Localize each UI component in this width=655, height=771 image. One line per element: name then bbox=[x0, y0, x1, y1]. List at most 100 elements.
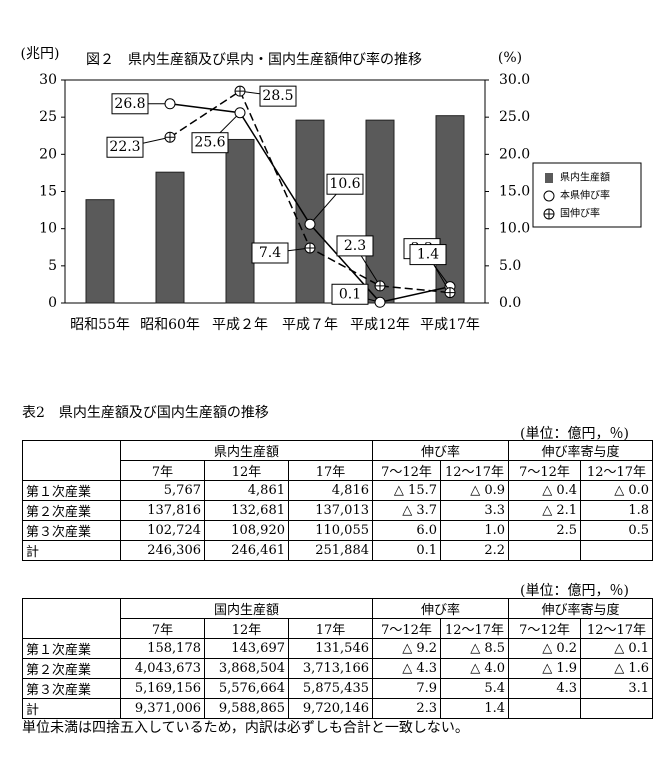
value-cell: 246,461 bbox=[204, 540, 289, 561]
bar bbox=[225, 138, 255, 304]
bar bbox=[295, 119, 325, 304]
legend-label: 本県伸び率 bbox=[560, 189, 610, 202]
x-tick-label: 平成７年 bbox=[282, 317, 338, 333]
data-label: 1.4 bbox=[417, 247, 439, 263]
value-cell bbox=[508, 540, 581, 561]
label-box bbox=[106, 136, 144, 158]
value-cell: 0.1 bbox=[372, 540, 441, 561]
legend-label: 国伸び率 bbox=[560, 207, 600, 220]
value-cell: 9,588,865 bbox=[204, 698, 289, 719]
group-header: 伸び率 bbox=[372, 598, 509, 619]
data-label: 7.4 bbox=[259, 245, 281, 261]
data-row: 第１次産業 158,178 143,697 131,546 △ 9.2 △ 8.5 △ 0.… bbox=[22, 638, 653, 659]
value-cell: 5,767 bbox=[120, 480, 205, 501]
data-row: 計 9,371,006 9,588,865 9,720,146 2.3 1.4 bbox=[22, 698, 653, 719]
value-cell: 143,697 bbox=[204, 638, 289, 659]
value-cell: 137,013 bbox=[288, 500, 373, 521]
column-header: 12～17年 bbox=[440, 618, 509, 639]
value-cell: 131,546 bbox=[288, 638, 373, 659]
label-box bbox=[336, 235, 374, 257]
value-cell: △ 9.2 bbox=[372, 638, 441, 659]
data-row: 計 246,306 246,461 251,884 0.1 2.2 bbox=[22, 540, 653, 561]
value-cell: △ 0.2 bbox=[508, 638, 581, 659]
row-label: 計 bbox=[22, 698, 121, 719]
subheader-row: 7年 12年 17年 7～12年 12～17年 7～12年 12～17年 bbox=[23, 618, 653, 639]
marker-cross bbox=[375, 280, 385, 291]
y-tick-label: 25 bbox=[39, 109, 57, 125]
chart-title: 図２ 県内生産額及び県内・国内生産額伸び率の推移 bbox=[86, 51, 422, 68]
column-header: 12～17年 bbox=[580, 460, 653, 481]
value-cell: 110,055 bbox=[288, 520, 373, 541]
data-table: 県内生産額 伸び率 伸び率寄与度 7年 12年 17年 7～12年 12～17年 7～12年 12… bbox=[22, 440, 653, 561]
value-cell: 2.2 bbox=[440, 540, 509, 561]
column-header: 7年 bbox=[120, 618, 205, 639]
column-header: 17年 bbox=[288, 618, 373, 639]
marker-cross bbox=[305, 242, 315, 253]
label-box bbox=[191, 132, 229, 154]
y-tick-label: 0 bbox=[48, 295, 57, 311]
value-cell: △ 15.7 bbox=[372, 480, 441, 501]
bar bbox=[155, 171, 185, 304]
data-table: 国内生産額 伸び率 伸び率寄与度 7年 12年 17年 7～12年 12～17年 7～12年 12… bbox=[22, 598, 653, 719]
table-unit: (単位：億円，％) bbox=[520, 583, 629, 599]
subheader-row: 7年 12年 17年 7～12年 12～17年 7～12年 12～17年 bbox=[23, 460, 653, 481]
label-box bbox=[409, 244, 447, 266]
value-cell: 1.4 bbox=[440, 698, 509, 719]
bar bbox=[365, 119, 395, 304]
value-cell: 1.8 bbox=[580, 500, 653, 521]
y-axis-label: (兆円) bbox=[21, 46, 60, 62]
column-header: 12年 bbox=[204, 618, 289, 639]
value-cell: 9,720,146 bbox=[288, 698, 373, 719]
x-tick-label: 平成２年 bbox=[212, 317, 268, 333]
column-header: 12～17年 bbox=[440, 460, 509, 481]
marker bbox=[164, 98, 176, 110]
chart: 図２ 県内生産額及び県内・国内生産額伸び率の推移 (兆円) (%) 0 5 10 15… bbox=[21, 46, 642, 333]
table-unit: (単位：億円，％) bbox=[520, 426, 629, 442]
data-row: 第２次産業 4,043,673 3,868,504 3,713,166 △ 4.3 △ 4… bbox=[22, 658, 653, 679]
label-box bbox=[251, 242, 289, 264]
value-cell: 4,861 bbox=[204, 480, 289, 501]
legend-swatch bbox=[545, 173, 553, 183]
value-cell: 3.1 bbox=[580, 678, 653, 699]
value-cell: △ 1.9 bbox=[508, 658, 581, 679]
value-cell: 3.3 bbox=[440, 500, 509, 521]
group-header: 国内生産額 bbox=[120, 598, 373, 619]
group-header: 伸び率寄与度 bbox=[508, 598, 653, 619]
marker-cross bbox=[235, 86, 245, 97]
x-tick-label: 平成17年 bbox=[420, 317, 480, 333]
value-cell: 246,306 bbox=[120, 540, 205, 561]
table-title: 表2 県内生産額及び国内生産額の推移 bbox=[22, 405, 269, 421]
marker-cross bbox=[445, 287, 455, 298]
y2-tick-label: 20.0 bbox=[499, 146, 530, 162]
value-cell: 5,875,435 bbox=[288, 678, 373, 699]
data-label: 25.6 bbox=[194, 135, 225, 151]
value-cell: △ 4.0 bbox=[440, 658, 509, 679]
data-row: 第３次産業 102,724 108,920 110,055 6.0 1.0 2.5 0.5 bbox=[22, 520, 653, 541]
row-label: 第１次産業 bbox=[22, 480, 121, 501]
value-cell: 1.0 bbox=[440, 520, 509, 541]
value-cell: 0.5 bbox=[580, 520, 653, 541]
value-cell: 4,043,673 bbox=[120, 658, 205, 679]
y-tick-label: 5 bbox=[48, 258, 57, 274]
x-tick-label: 昭和60年 bbox=[140, 317, 200, 333]
row-label: 第３次産業 bbox=[22, 520, 121, 541]
column-header: 12～17年 bbox=[580, 618, 653, 639]
header-row: 国内生産額 伸び率 伸び率寄与度 bbox=[22, 598, 653, 639]
note: 単位未満は四捨五入しているため，内訳は必ずしも合計と一致しない。 bbox=[22, 720, 469, 736]
value-cell: △ 4.3 bbox=[372, 658, 441, 679]
value-cell: 102,724 bbox=[120, 520, 205, 541]
y2-tick-label: 10.0 bbox=[499, 221, 530, 237]
y2-tick-label: 30.0 bbox=[499, 72, 530, 88]
y-tick-label: 10 bbox=[39, 221, 57, 237]
column-header: 17年 bbox=[288, 460, 373, 481]
value-cell: 5.4 bbox=[440, 678, 509, 699]
group-header: 伸び率 bbox=[372, 440, 509, 461]
value-cell: 5,576,664 bbox=[204, 678, 289, 699]
value-cell: 132,681 bbox=[204, 500, 289, 521]
row-label: 第２次産業 bbox=[22, 658, 121, 679]
row-label: 第２次産業 bbox=[22, 500, 121, 521]
value-cell: 4.3 bbox=[508, 678, 581, 699]
value-cell bbox=[508, 698, 581, 719]
value-cell: 251,884 bbox=[288, 540, 373, 561]
corner-cell bbox=[22, 440, 121, 481]
